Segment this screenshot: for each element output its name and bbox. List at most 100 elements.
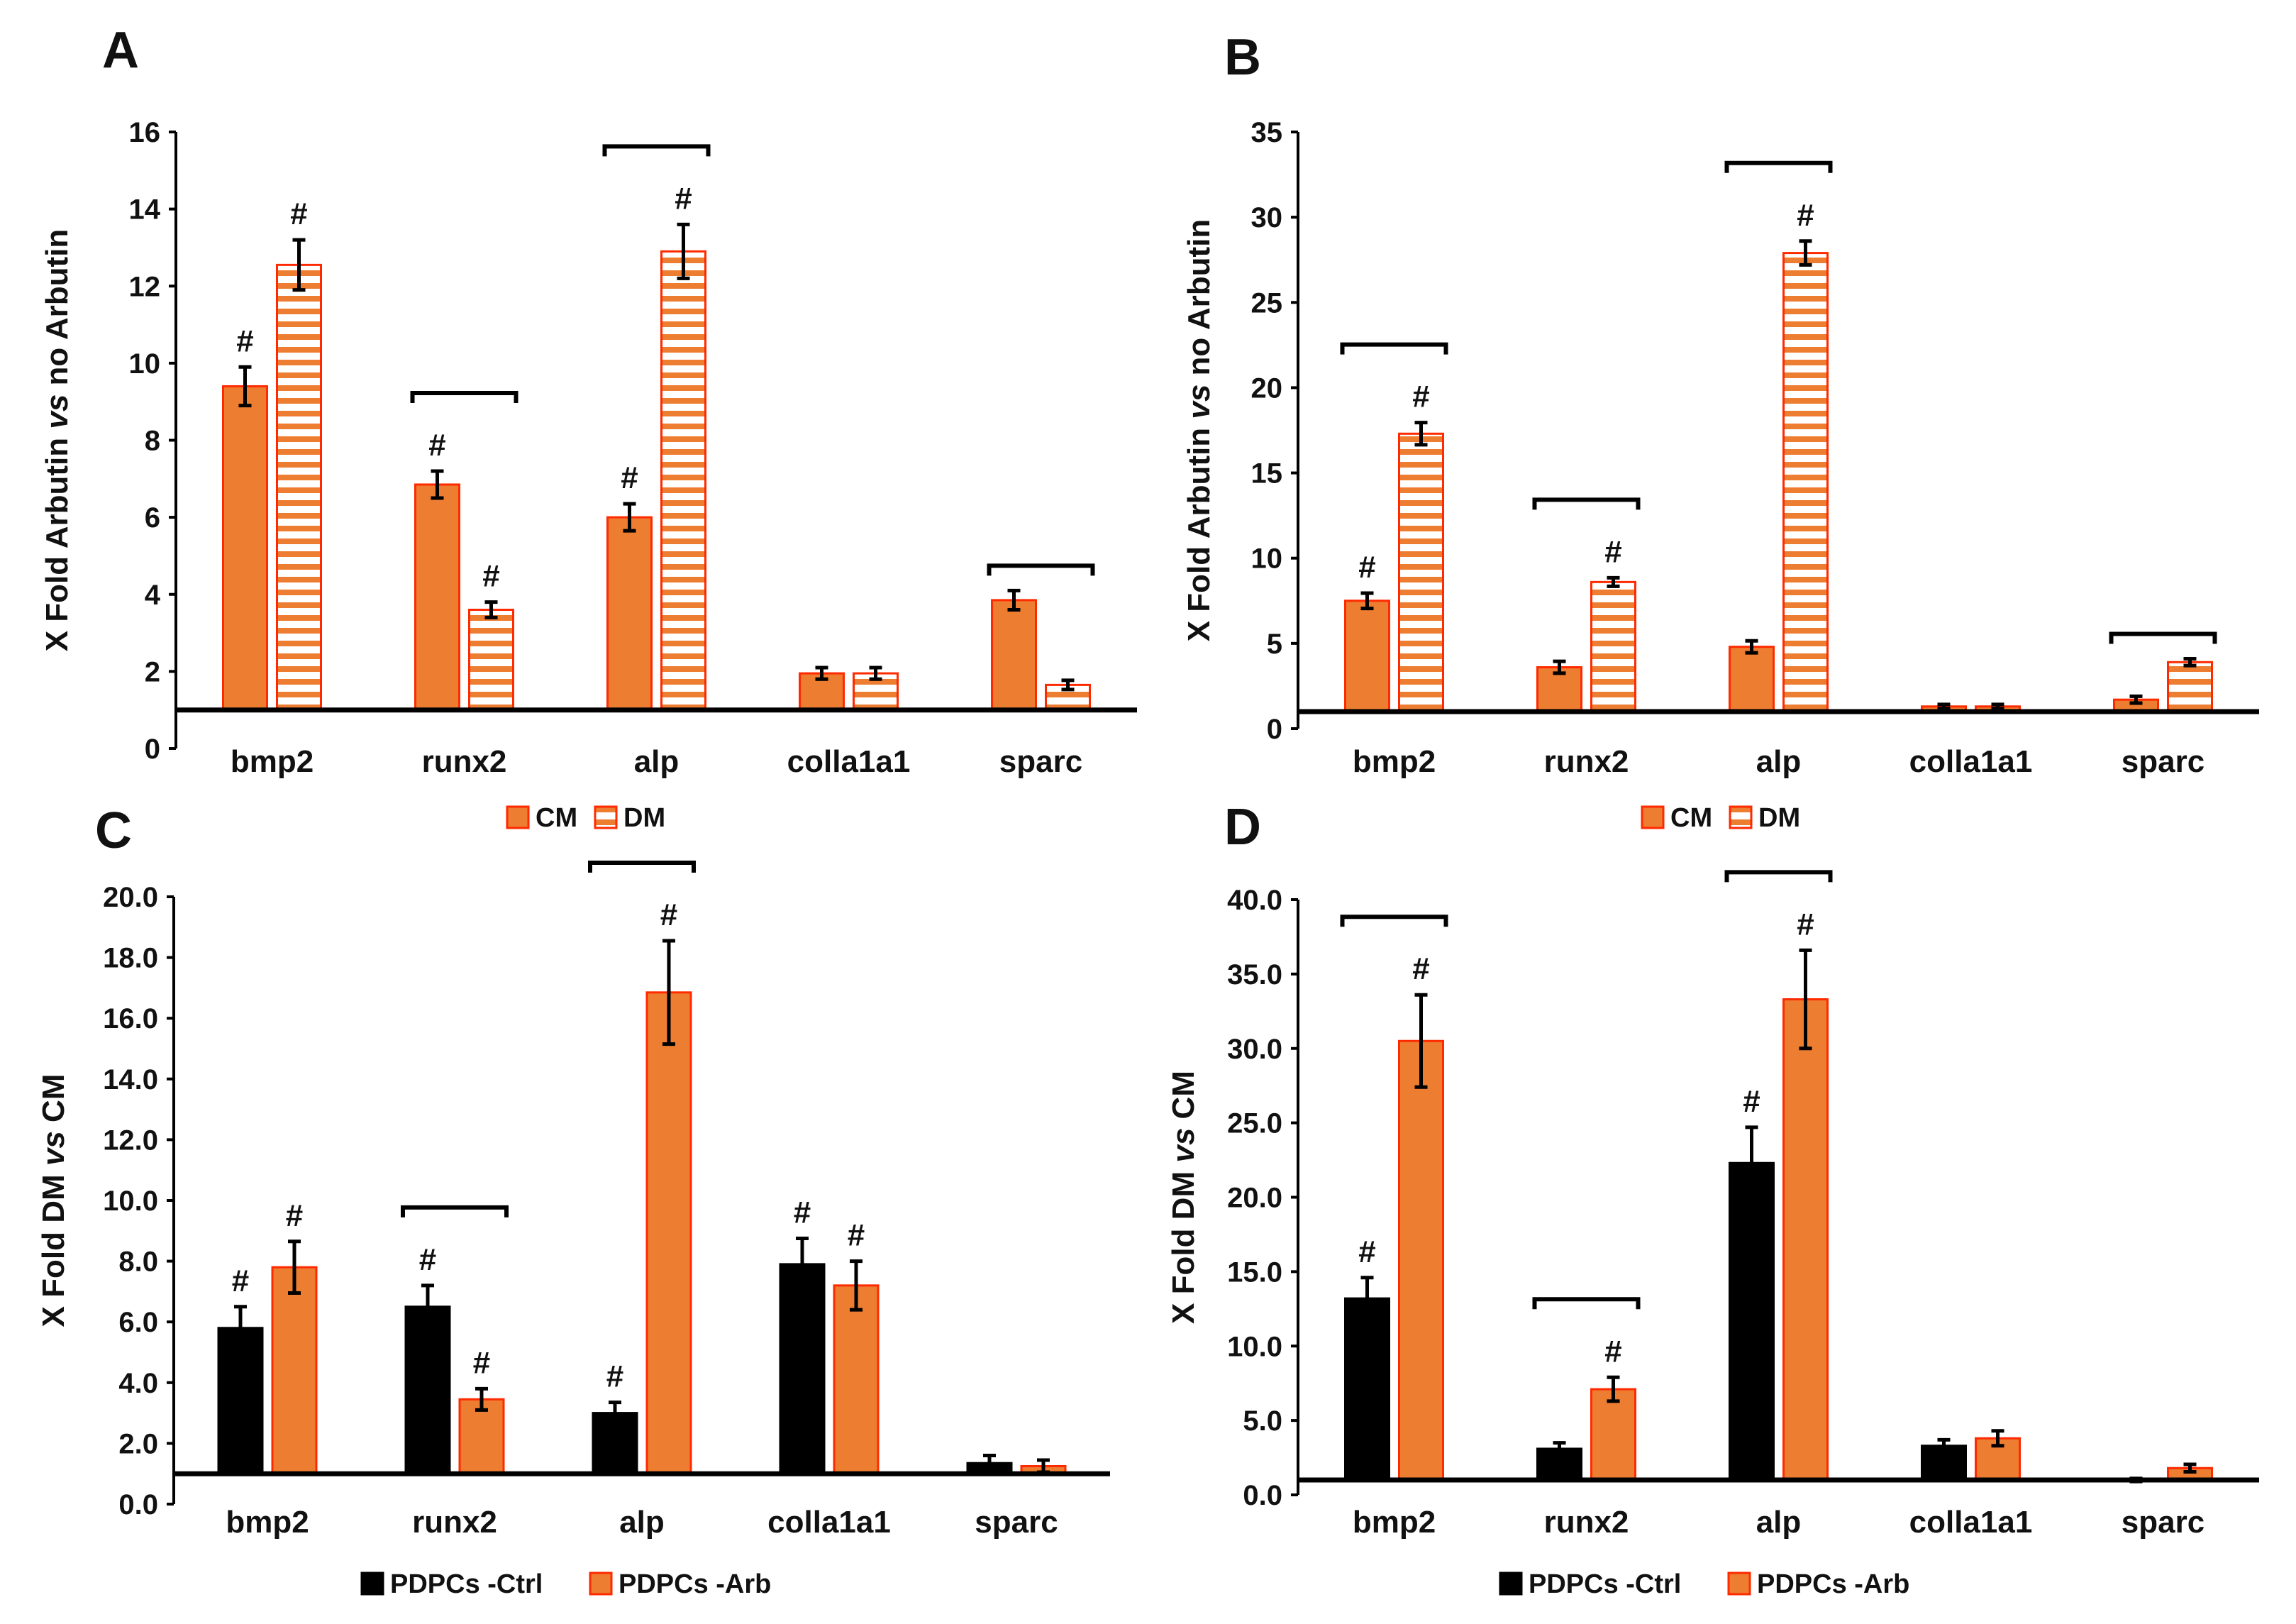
panel-a: A 0 2 4 6 8 10 12 14 16 X Fold Arbutin vs no Arbut… <box>40 22 1137 833</box>
panel-d-y-tick-label: 20.0 <box>1227 1183 1282 1214</box>
panel-a-y-axis-label-part: X Fold Arbutin <box>40 429 74 652</box>
panel-b-y-tick-label: 5 <box>1267 629 1282 660</box>
panel-d-y-axis-label: X Fold DM vs CM <box>1166 1071 1201 1324</box>
panel-c-letter: C <box>95 802 132 859</box>
panel-d-significance-mark: # <box>1797 907 1814 941</box>
panel-b-bracket-bmp2 <box>1340 342 1448 355</box>
panel-c-legend-label: PDPCs -Arb <box>619 1569 771 1599</box>
panel-a-bar-sparc-s1 <box>991 599 1037 712</box>
panel-d-significance-mark: # <box>1358 1234 1375 1269</box>
panels: A 0 2 4 6 8 10 12 14 16 X Fold Arbutin vs no Arbut… <box>36 22 2259 1599</box>
panel-c-bracket-alp <box>588 861 696 873</box>
panel-b-bracket-sparc <box>2109 631 2217 644</box>
panel-c-significance-mark: # <box>419 1242 436 1277</box>
panel-a-y-tick-label: 10 <box>129 348 161 380</box>
panel-c-bar-colla1a1-s2 <box>833 1284 880 1475</box>
panel-a-bar-runx2-s1 <box>414 483 460 712</box>
panel-b-bar-sparc-s2 <box>2167 661 2213 713</box>
panel-b-y-axis-label-part: X Fold Arbutin <box>1182 419 1216 642</box>
panel-b-letter: B <box>1224 29 1261 86</box>
panel-a-y-tick-label: 8 <box>145 426 160 457</box>
panel-b-category-label: colla1a1 <box>1909 744 2033 779</box>
panel-d-bracket-alp <box>1724 870 1833 883</box>
panel-c-bar-alp-s2 <box>645 991 692 1475</box>
panel-d-letter: D <box>1224 799 1261 856</box>
panel-c: C 0.0 2.0 4.0 6.0 8.0 10.0 12.0 14.0 16.0 18.0 20.0… <box>36 802 1110 1599</box>
panel-a-y-axis-label-part: vs <box>40 394 74 429</box>
panel-b-y-axis-label-part: vs <box>1182 385 1216 419</box>
panel-c-category-label: runx2 <box>412 1505 497 1540</box>
panel-b-legend-swatch <box>1729 805 1753 829</box>
panel-b-legend-label: DM <box>1758 803 1800 833</box>
panel-d-significance-mark: # <box>1604 1334 1621 1369</box>
panel-b-category-label: runx2 <box>1544 744 1629 779</box>
panel-c-category-label: sparc <box>975 1505 1058 1540</box>
panel-a-legend-swatch <box>594 805 618 829</box>
panel-d-y-axis-label-part: X Fold DM <box>1166 1163 1201 1324</box>
panel-a-bracket-runx2 <box>410 390 518 403</box>
panel-b: B 0 5 10 15 20 25 30 35 X Fold Arbutin vs no Arbu… <box>1182 29 2259 833</box>
panel-a-y-tick-label: 16 <box>129 117 161 148</box>
panel-a-legend-label: DM <box>623 803 665 833</box>
panel-b-bar-alp-s1 <box>1729 646 1775 713</box>
panel-d-y-tick-label: 15.0 <box>1227 1256 1282 1288</box>
panel-a-category-label: sparc <box>999 744 1082 779</box>
panel-d-y-tick-label: 30.0 <box>1227 1034 1282 1065</box>
panel-d-y-tick-label: 5.0 <box>1243 1405 1282 1437</box>
panel-a-significance-mark: # <box>236 324 253 358</box>
panel-a-significance-mark: # <box>428 428 445 463</box>
panel-b-y-tick-label: 0 <box>1267 714 1282 745</box>
panel-b-significance-mark: # <box>1358 550 1375 585</box>
panel-a-y-tick-label: 12 <box>129 271 161 302</box>
panel-b-y-tick-label: 30 <box>1251 202 1283 233</box>
panel-c-legend-label: PDPCs -Ctrl <box>390 1569 543 1599</box>
panel-d-y-tick-label: 25.0 <box>1227 1108 1282 1139</box>
panel-b-y-tick-label: 10 <box>1251 543 1283 575</box>
panel-b-y-tick-label: 35 <box>1251 117 1283 148</box>
panel-d-bar-alp-s1 <box>1729 1161 1775 1481</box>
panel-d-category-label: bmp2 <box>1353 1505 1436 1540</box>
panel-c-y-tick-label: 12.0 <box>103 1125 158 1156</box>
panel-d-category-label: sparc <box>2122 1505 2205 1540</box>
panel-c-category-label: bmp2 <box>226 1505 309 1540</box>
panel-b-bracket-alp <box>1724 160 1833 173</box>
panel-c-bar-bmp2-s2 <box>271 1266 318 1475</box>
panel-b-bar-bmp2-s2 <box>1398 432 1444 713</box>
panel-a-y-tick-label: 0 <box>145 734 160 765</box>
panel-b-category-label: bmp2 <box>1353 744 1436 779</box>
panel-d-y-tick-label: 40.0 <box>1227 885 1282 916</box>
panel-c-category-label: alp <box>619 1505 665 1540</box>
panel-d-legend-label: PDPCs -Arb <box>1757 1569 1909 1599</box>
panel-d-category-label: runx2 <box>1544 1505 1629 1540</box>
panel-a-category-label: colla1a1 <box>787 744 911 779</box>
panel-c-category-label: colla1a1 <box>767 1505 891 1540</box>
panel-b-bar-bmp2-s1 <box>1344 600 1390 713</box>
panel-d-y-tick-label: 0.0 <box>1243 1480 1282 1511</box>
panel-d-bar-bmp2-s1 <box>1344 1297 1390 1481</box>
panel-c-legend-swatch <box>589 1571 613 1596</box>
panel-a-significance-mark: # <box>675 181 692 216</box>
panel-d-category-label: colla1a1 <box>1909 1505 2033 1540</box>
panel-c-bar-bmp2-s1 <box>217 1327 264 1475</box>
panel-c-bracket-runx2 <box>401 1205 509 1217</box>
panel-a-y-axis-label: X Fold Arbutin vs no Arbutin <box>40 229 74 652</box>
panel-a-bracket-sparc <box>987 563 1095 576</box>
panel-c-y-tick-label: 18.0 <box>103 943 158 974</box>
panel-a-bar-alp-s2 <box>660 250 706 712</box>
panel-b-y-axis-label: X Fold Arbutin vs no Arbutin <box>1182 219 1216 642</box>
panel-c-bar-runx2-s1 <box>404 1305 451 1475</box>
panel-a-bracket-alp <box>602 144 711 157</box>
panel-c-y-tick-label: 20.0 <box>103 882 158 913</box>
panel-d-y-axis-label-part: vs <box>1166 1128 1201 1163</box>
panel-d-bracket-runx2 <box>1532 1297 1641 1310</box>
panel-d-y-tick-label: 35.0 <box>1227 959 1282 990</box>
panel-a-category-label: bmp2 <box>231 744 314 779</box>
panel-d-bar-alp-s2 <box>1782 998 1829 1481</box>
panel-b-category-label: alp <box>1756 744 1802 779</box>
panel-a-category-label: runx2 <box>422 744 507 779</box>
panel-a-y-tick-label: 2 <box>145 656 160 687</box>
panel-a-bar-alp-s1 <box>606 516 653 712</box>
panel-a-significance-mark: # <box>482 559 499 594</box>
panel-d-significance-mark: # <box>1412 951 1429 986</box>
